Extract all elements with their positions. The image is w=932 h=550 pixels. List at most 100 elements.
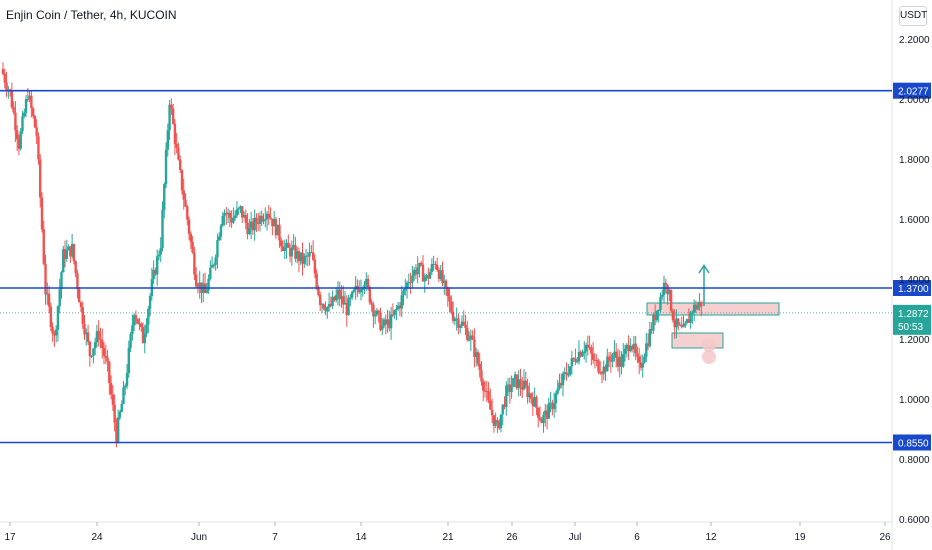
- candle-body: [692, 304, 696, 313]
- candle-body: [194, 274, 198, 287]
- candle-body: [482, 381, 485, 391]
- candle-body: [88, 341, 92, 357]
- candle-body: [565, 372, 568, 375]
- candle-body: [127, 347, 131, 374]
- candle-body: [372, 304, 375, 317]
- candle-body: [187, 219, 191, 234]
- candle-body: [423, 277, 426, 282]
- candle-body: [83, 323, 86, 335]
- candle-body: [170, 104, 173, 109]
- candle-body: [443, 280, 446, 283]
- candle-body: [614, 351, 618, 358]
- candle-body: [522, 380, 526, 390]
- candle-body: [602, 366, 605, 374]
- candle-body: [124, 385, 127, 388]
- level-label: 2.0277: [898, 87, 929, 98]
- candle-body: [306, 255, 310, 257]
- candle-body: [487, 391, 490, 401]
- candle-body: [630, 345, 634, 350]
- candle-body: [46, 293, 49, 295]
- candle-body: [283, 248, 286, 251]
- candle-body: [561, 373, 565, 386]
- candle-body: [379, 312, 382, 330]
- candle-body: [471, 335, 474, 340]
- candle-body: [147, 308, 150, 325]
- candle-body: [407, 282, 411, 284]
- candle-body: [5, 82, 8, 90]
- candle-body: [444, 280, 448, 288]
- currency-button[interactable]: USDT: [899, 6, 927, 26]
- candle-body: [517, 379, 520, 389]
- candle-body: [381, 325, 384, 330]
- candle-body: [391, 314, 395, 316]
- last-price-value: 1.2872: [898, 309, 929, 320]
- candle-body: [324, 308, 327, 312]
- candle-body: [450, 301, 453, 312]
- candle-body: [427, 275, 430, 279]
- candle-body: [255, 217, 258, 223]
- candle-body: [591, 353, 595, 360]
- candle-body: [416, 267, 419, 275]
- candle-body: [303, 255, 306, 264]
- candle-body: [239, 206, 242, 209]
- candle-body: [536, 407, 540, 418]
- chart-title: Enjin Coin / Tether, 4h, KUCOIN: [6, 8, 177, 22]
- candle-body: [334, 294, 338, 301]
- candle-body: [265, 213, 269, 220]
- level-label: 0.8550: [898, 439, 929, 450]
- candle-body: [42, 229, 45, 264]
- candle-body: [669, 289, 673, 311]
- candle-body: [519, 379, 522, 387]
- candle-body: [189, 233, 193, 242]
- candle-body: [361, 288, 364, 290]
- candle-body: [56, 306, 60, 330]
- candle-body: [39, 159, 42, 198]
- candle-body: [225, 213, 228, 215]
- candle-body: [210, 264, 214, 268]
- candle-body: [613, 351, 616, 355]
- candle-body: [313, 259, 317, 274]
- candle-body: [494, 420, 497, 426]
- candle-body: [292, 244, 295, 248]
- candle-body: [650, 328, 653, 331]
- candle-body: [639, 362, 643, 368]
- candle-body: [604, 366, 607, 372]
- candle-body: [125, 373, 129, 386]
- candle-body: [457, 318, 460, 328]
- candle-body: [58, 289, 61, 307]
- candle-body: [19, 131, 22, 149]
- candle-body: [609, 360, 613, 362]
- candle-body: [490, 409, 494, 416]
- candle-body: [102, 348, 106, 356]
- time-axis[interactable]: 17 24 Jun 7 14 21 26 Jul 6 12 19 26: [4, 522, 891, 543]
- candle-body: [467, 339, 471, 341]
- candle-body: [414, 269, 418, 275]
- candle-body: [69, 246, 72, 257]
- candle-body: [586, 344, 590, 348]
- candle-body: [278, 224, 281, 241]
- candle-body: [272, 218, 276, 227]
- arrow-up-head: [698, 264, 710, 274]
- candle-body: [205, 290, 208, 293]
- candle-body: [556, 388, 559, 394]
- candle-body: [274, 218, 278, 236]
- candle-body: [173, 123, 177, 144]
- candle-body: [154, 269, 157, 275]
- candle-body: [363, 284, 366, 289]
- candle-body: [464, 324, 467, 329]
- candle-body: [412, 269, 416, 276]
- candle-body: [14, 112, 17, 131]
- candle-body: [531, 398, 535, 407]
- level-label-bg: [893, 280, 931, 296]
- candle-body: [74, 261, 77, 274]
- candle-body: [400, 295, 403, 309]
- candle-body: [78, 289, 81, 303]
- candle-body: [623, 348, 627, 355]
- candle-body: [235, 209, 239, 216]
- candle-body: [97, 331, 100, 339]
- price-axis[interactable]: 2.2000 2.0000 1.8000 1.6000 1.4000 1.2000 1.00…: [899, 35, 930, 526]
- candle-body: [625, 344, 628, 349]
- candle-body: [349, 297, 352, 299]
